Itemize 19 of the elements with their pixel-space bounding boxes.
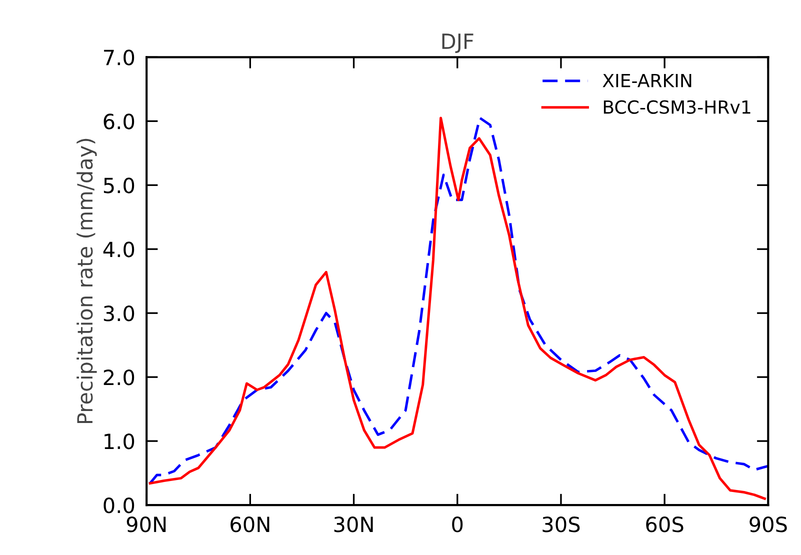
y-tick-label: 6.0: [104, 114, 134, 130]
x-tick-label: 30S: [542, 516, 580, 532]
y-tick-label: 1.0: [104, 434, 134, 450]
y-tick-label: 0.0: [104, 498, 134, 514]
x-tick-label: 60N: [230, 516, 270, 532]
x-tick-label: 60S: [646, 516, 684, 532]
y-axis-title: Precipitation rate (mm/day): [76, 138, 97, 424]
y-tick-label: 3.0: [104, 306, 134, 322]
y-tick-label: 5.0: [104, 178, 134, 194]
legend-label: BCC-CSM3-HRv1: [604, 100, 750, 114]
x-tick-label: 90S: [750, 516, 787, 532]
x-tick-label: 30N: [334, 516, 373, 532]
x-tick-label: 90N: [126, 516, 166, 532]
x-tick-label: 0: [452, 516, 463, 532]
chart-title: DJF: [442, 34, 474, 53]
y-tick-label: 7.0: [104, 50, 134, 66]
y-tick-label: 4.0: [103, 242, 134, 258]
y-tick-label: 2.0: [104, 370, 134, 386]
legend-label: XIE-ARKIN: [602, 74, 692, 88]
